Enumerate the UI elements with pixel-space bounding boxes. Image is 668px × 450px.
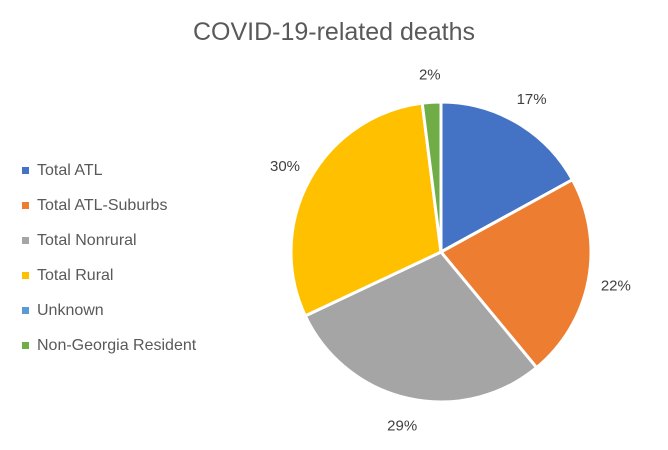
legend-item: Total Nonrural: [22, 223, 196, 258]
legend-label: Total Nonrural: [37, 231, 137, 249]
legend-item: Unknown: [22, 293, 196, 328]
pie-slice: [438, 177, 593, 370]
slice-data-label: 30%: [270, 158, 300, 175]
legend-label: Total Rural: [37, 266, 114, 284]
legend-label: Total ATL-Suburbs: [37, 196, 168, 214]
legend-swatch: [22, 272, 29, 279]
legend-item: Total ATL-Suburbs: [22, 188, 196, 223]
legend-item: Total ATL: [22, 153, 196, 188]
legend-label: Total ATL: [37, 161, 103, 179]
slice-data-label: 17%: [517, 91, 547, 108]
legend-item: Non-Georgia Resident: [22, 328, 196, 363]
legend-swatch: [22, 342, 29, 349]
legend-swatch: [22, 237, 29, 244]
slice-data-label: 22%: [601, 277, 631, 294]
legend-label: Unknown: [37, 301, 104, 319]
chart-title: COVID-19-related deaths: [192, 18, 476, 46]
pie-slice: [289, 101, 443, 318]
pie-slice: [439, 100, 575, 255]
legend-swatch: [22, 202, 29, 209]
legend-swatch: [22, 307, 29, 314]
slice-data-label: 2%: [419, 66, 441, 83]
legend-label: Non-Georgia Resident: [37, 336, 197, 354]
slice-data-label: 29%: [387, 418, 417, 435]
legend-swatch: [22, 167, 29, 174]
legend-item: Total Rural: [22, 258, 196, 293]
legend: Total ATL Total ATL-Suburbs Total Nonrural…: [22, 153, 196, 363]
pie-slice: [420, 100, 443, 253]
